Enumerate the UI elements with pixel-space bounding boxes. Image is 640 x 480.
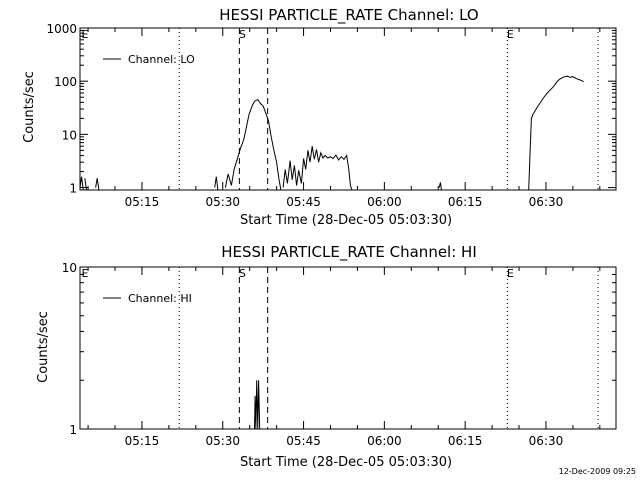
plot-frame	[79, 266, 617, 430]
marker-label: S	[239, 267, 246, 280]
series-line	[84, 178, 87, 191]
y-tick-label: 1	[69, 182, 77, 196]
y-tick-label: 1	[69, 423, 77, 437]
x-tick-label: 05:15	[125, 434, 160, 448]
x-tick-label: 06:30	[529, 434, 564, 448]
legend-label: Channel: LO	[128, 53, 195, 66]
x-tick-label: 06:00	[367, 434, 402, 448]
series-line	[282, 146, 353, 191]
x-tick-label: 06:15	[448, 434, 483, 448]
y-tick-label: 1000	[46, 22, 77, 36]
legend: Channel: LO	[103, 53, 195, 66]
x-tick-label: 05:45	[286, 195, 321, 209]
y-axis-label: Counts/sec	[36, 311, 51, 383]
marker-label: E	[507, 267, 514, 280]
legend-label: Channel: HI	[128, 292, 192, 305]
series-line	[79, 176, 84, 191]
time-markers: S EE	[82, 28, 599, 190]
marker-label: E	[82, 267, 89, 280]
footer-timestamp: 12-Dec-2009 09:25	[559, 467, 636, 476]
time-markers: S EE	[82, 267, 599, 429]
data-series	[254, 380, 261, 430]
marker-label: E	[507, 28, 514, 41]
y-tick-label: 100	[54, 75, 77, 89]
x-axis-label: Start Time (28-Dec-05 05:03:30)	[240, 455, 452, 470]
x-tick-label: 06:15	[448, 195, 483, 209]
x-axis-label: Start Time (28-Dec-05 05:03:30)	[240, 213, 452, 228]
chart-title: HESSI PARTICLE_RATE Channel: LO	[219, 6, 478, 25]
legend: Channel: HI	[103, 292, 192, 305]
x-tick-label: 06:00	[367, 195, 402, 209]
series-line	[438, 182, 442, 191]
marker-label: S	[239, 28, 246, 41]
panel-hi: HESSI PARTICLE_RATE Channel: HI Counts/s…	[36, 243, 617, 470]
series-line	[528, 75, 584, 191]
data-series	[79, 75, 584, 191]
y-tick-label: 10	[62, 261, 77, 275]
marker-label: E	[82, 28, 89, 41]
axis-ticks: 05:15 05:30 05:45 06:00 06:15 06:30 1 10	[62, 261, 616, 448]
chart-title: HESSI PARTICLE_RATE Channel: HI	[221, 243, 477, 262]
series-line	[214, 176, 219, 191]
x-tick-label: 06:30	[529, 195, 564, 209]
y-tick-label: 10	[62, 128, 77, 142]
x-tick-label: 05:45	[286, 434, 321, 448]
series-line	[254, 380, 261, 430]
panel-lo: HESSI PARTICLE_RATE Channel: LO Counts/s…	[22, 6, 617, 228]
series-line	[95, 178, 100, 191]
y-axis-label: Counts/sec	[22, 71, 37, 143]
axis-ticks: 05:15 05:30 05:45 06:00 06:15 06:30 1 10 100 1000	[46, 22, 616, 209]
series-line	[224, 98, 282, 191]
x-tick-label: 05:30	[205, 195, 240, 209]
x-tick-label: 05:15	[125, 195, 160, 209]
x-tick-label: 05:30	[205, 434, 240, 448]
